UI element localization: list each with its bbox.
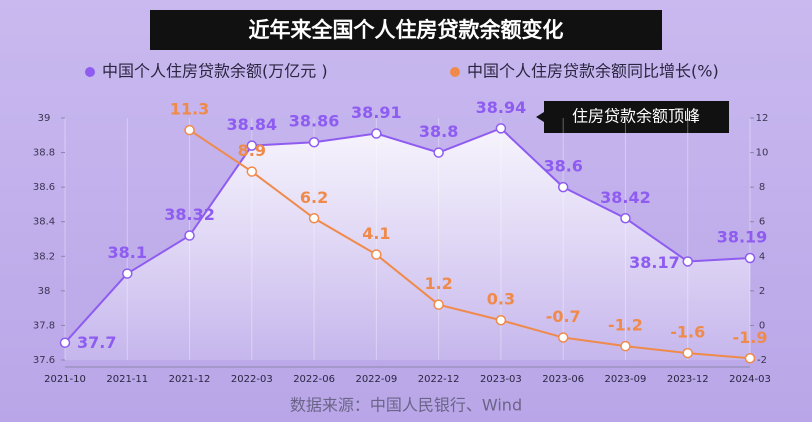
y-tick-label: 37.6: [33, 355, 55, 366]
legend-marker: [450, 67, 460, 77]
x-tick-label: 2024-03: [729, 374, 771, 385]
data-label: 0.3: [487, 290, 515, 309]
area: [65, 128, 750, 360]
data-point: [682, 256, 693, 267]
x-tick-label: 2022-09: [355, 374, 397, 385]
data-point: [433, 147, 444, 158]
data-label: 38.42: [600, 188, 651, 207]
data-label: 38.91: [351, 103, 402, 122]
legend-label: 中国个人住房贷款余额(万亿元 ): [102, 62, 328, 81]
data-point: [557, 332, 569, 343]
y2-tick-label: 8: [759, 182, 765, 193]
y-tick-label: 39: [38, 113, 51, 124]
y2-tick-label: 4: [759, 251, 765, 262]
series-line: [64, 127, 751, 344]
x-tick-label: 2023-03: [480, 374, 522, 385]
data-point: [59, 337, 71, 348]
data-label: 11.3: [170, 100, 209, 119]
x-tick-label: 2021-12: [169, 374, 211, 385]
y-tick-label: 38.4: [33, 217, 55, 228]
y2-tick-label: 6: [759, 217, 765, 228]
y2-tick-label: 0: [759, 320, 765, 331]
data-label: 38.1: [108, 243, 147, 262]
data-point: [620, 213, 631, 224]
title-box: [150, 10, 662, 50]
x-tick-label: 2022-03: [231, 374, 273, 385]
legend-label: 中国个人住房贷款余额同比增长(%): [467, 62, 719, 81]
data-label: -0.7: [546, 307, 581, 326]
data-label: 6.2: [300, 188, 328, 207]
data-point: [308, 213, 320, 224]
data-point: [246, 166, 258, 177]
legend-marker: [85, 67, 95, 77]
x-tick-label: 2021-11: [106, 374, 148, 385]
data-label: 38.8: [419, 122, 458, 141]
data-point: [682, 347, 693, 359]
data-label: 38.6: [543, 157, 582, 176]
data-point: [122, 268, 133, 279]
data-label: 38.19: [717, 228, 768, 247]
x-tick-label: 2023-06: [542, 374, 584, 385]
x-tick-label: 2021-10: [44, 374, 86, 385]
x-tick-label: 2022-12: [418, 374, 460, 385]
data-label: 38.94: [476, 98, 527, 117]
x-tick-label: 2023-09: [605, 374, 647, 385]
data-label: 38.32: [164, 205, 215, 224]
data-point: [744, 353, 756, 364]
data-point: [495, 314, 507, 326]
data-label: -1.6: [670, 323, 705, 342]
source: 数据来源：中国人民银行、Wind: [290, 396, 522, 415]
annotation-box: [544, 101, 729, 133]
data-point: [495, 123, 507, 134]
annotation-pointer: [536, 112, 544, 122]
data-point: [371, 128, 382, 139]
data-label: 1.2: [424, 274, 452, 293]
data-label: 8.9: [238, 141, 266, 160]
data-label: 38.86: [289, 112, 340, 131]
data-point: [184, 230, 195, 241]
y-tick-label: 37.8: [33, 320, 55, 331]
chart-title: 近年来全国个人住房贷款余额变化: [249, 18, 564, 42]
data-label: 4.1: [362, 224, 390, 243]
annotation: 住房贷款余额顶峰: [572, 107, 700, 126]
data-label: -1.2: [608, 316, 643, 335]
y-tick-label: 38: [38, 286, 51, 297]
y-tick-label: 38.8: [33, 148, 55, 159]
y-tick-label: 38.6: [33, 182, 55, 193]
data-label: 38.84: [227, 115, 278, 134]
y2-tick-label: 2: [759, 286, 765, 297]
y2-tick-label: 12: [756, 113, 769, 124]
x-tick-label: 2022-06: [293, 374, 335, 385]
y2-tick-label: -2: [757, 355, 767, 366]
x-tick-label: 2023-12: [667, 374, 709, 385]
data-point: [557, 181, 569, 193]
data-point: [308, 136, 320, 148]
data-point: [744, 252, 756, 264]
data-point: [620, 340, 631, 352]
data-point: [433, 299, 444, 310]
data-point: [246, 140, 258, 151]
series-line: [188, 129, 751, 360]
data-label: 37.7: [77, 333, 116, 352]
y-tick-label: 38.2: [33, 251, 55, 262]
data-point: [184, 124, 195, 136]
data-point: [371, 249, 382, 260]
data-label: -1.9: [733, 328, 768, 347]
data-label: 38.17: [629, 253, 680, 272]
y2-tick-label: 10: [756, 148, 769, 159]
